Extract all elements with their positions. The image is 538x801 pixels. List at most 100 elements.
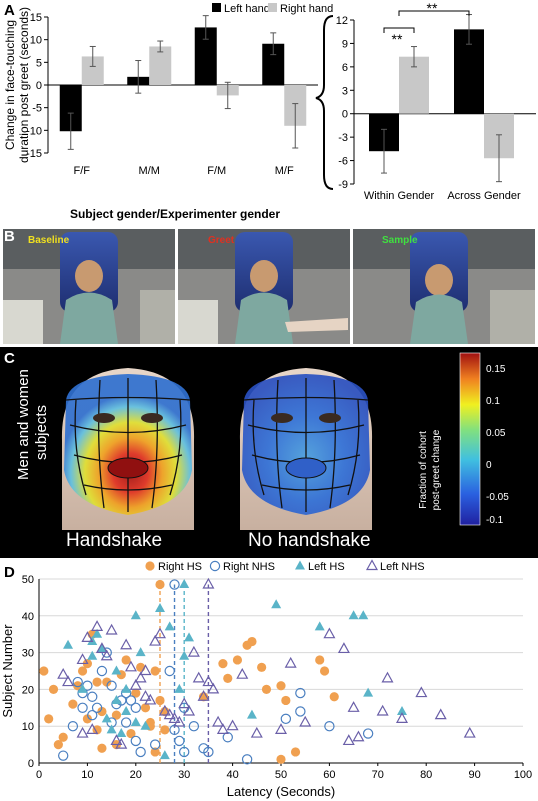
point-right-nhs: [67, 721, 79, 732]
y-tick-label: 40: [22, 611, 34, 623]
y-tick-label: 0: [28, 758, 34, 770]
y-tick-label: 5: [36, 57, 42, 69]
legend-marker-right-nhs: [209, 560, 221, 572]
point-right-hs: [131, 688, 141, 698]
x-tick-label: 90: [468, 769, 480, 781]
point-left-nhs: [347, 701, 360, 712]
point-right-hs: [102, 677, 112, 687]
significance-bracket: [383, 27, 415, 33]
point-left-nhs: [115, 737, 128, 749]
point-left-hs: [174, 683, 185, 693]
point-left-nhs: [434, 708, 447, 720]
point-left-nhs: [76, 653, 89, 665]
x-tick-label: 20: [130, 769, 142, 781]
colorbar-title-line2: post-greet change: [431, 429, 442, 510]
point-left-nhs: [158, 704, 171, 716]
point-right-nhs: [58, 750, 69, 761]
x-tick-label: 40: [226, 769, 238, 781]
point-right-hs: [145, 717, 155, 728]
panel-letter-a: A: [4, 2, 15, 19]
point-left-hs: [116, 728, 127, 738]
point-left-nhs: [187, 645, 200, 657]
point-left-nhs: [197, 690, 210, 701]
x-tick-label: Within Gender: [364, 190, 435, 202]
point-right-hs: [68, 699, 78, 709]
point-right-hs: [140, 703, 151, 713]
y-tick-label: 0: [342, 109, 348, 121]
point-left-hs: [140, 720, 151, 730]
legend-label-right-hs: Right HS: [158, 561, 202, 573]
point-left-nhs: [415, 686, 428, 698]
point-left-nhs: [236, 667, 249, 679]
point-left-nhs: [81, 631, 94, 642]
point-left-nhs: [342, 734, 355, 746]
point-left-hs: [121, 705, 132, 715]
point-left-hs: [130, 717, 141, 727]
point-left-nhs: [95, 642, 108, 654]
point-right-hs: [82, 714, 92, 724]
point-left-hs: [121, 683, 132, 693]
point-left-hs: [184, 632, 195, 642]
legend-swatch-left-hand: [212, 3, 221, 12]
y-tick-label: 3: [342, 85, 348, 97]
mean-latency-marker: [155, 579, 165, 590]
legend-label-left-hs: Left HS: [308, 561, 345, 573]
x-tick-label: 10: [81, 769, 93, 781]
x-tick-label: 80: [420, 769, 432, 781]
point-left-nhs: [139, 690, 152, 701]
x-tick-label: 60: [323, 769, 335, 781]
x-tick-label: 30: [178, 769, 190, 781]
legend-swatch-right-hand: [268, 3, 277, 12]
point-right-hs: [48, 684, 59, 695]
bar-right-hand: [81, 56, 104, 85]
point-right-nhs: [130, 702, 141, 714]
legend-label-left-nhs: Left NHS: [380, 561, 425, 573]
mean-latency-marker: [202, 577, 215, 589]
point-right-hs: [319, 666, 330, 676]
y-tick-label: -6: [338, 156, 348, 168]
point-left-nhs: [86, 723, 99, 734]
point-left-nhs: [395, 712, 409, 723]
point-right-nhs: [125, 695, 137, 706]
point-left-nhs: [153, 627, 167, 639]
point-left-nhs: [62, 675, 75, 687]
point-left-hs: [363, 687, 374, 697]
point-left-nhs: [337, 642, 350, 654]
colorbar-tick-4: -0.05: [486, 492, 509, 503]
y-axis-label-line1: Change in face-touching: [3, 20, 17, 150]
colorbar-tick-1: 0.1: [486, 396, 500, 407]
x-tick-label: M/F: [275, 165, 294, 177]
photo-label-baseline: Baseline: [28, 235, 70, 246]
mean-latency-marker: [179, 579, 190, 589]
point-left-nhs: [226, 719, 239, 731]
x-tick-label: 50: [275, 769, 287, 781]
point-left-nhs: [274, 723, 288, 734]
significance-stars: **: [392, 31, 403, 47]
y-tick-label: -15: [26, 148, 42, 160]
point-right-hs: [232, 655, 243, 665]
side-caption-line2: subjects: [33, 405, 50, 460]
point-left-nhs: [139, 664, 152, 676]
photo-baseline: [3, 229, 175, 344]
point-right-hs: [92, 677, 102, 687]
colorbar-title-line1: Fraction of cohort: [418, 431, 429, 509]
y-axis-label: Subject Number: [0, 624, 15, 718]
point-left-hs: [155, 602, 165, 612]
legend-label-right-hand: Right hand: [280, 3, 333, 15]
bar-left-hand: [59, 85, 82, 132]
point-right-hs: [290, 747, 301, 757]
point-right-hs: [276, 681, 286, 691]
point-right-hs: [329, 692, 339, 702]
point-left-hs: [92, 628, 103, 638]
point-left-hs: [111, 694, 122, 704]
point-left-hs: [130, 610, 141, 620]
significance-bracket: [398, 10, 470, 16]
point-left-hs: [63, 639, 74, 649]
point-right-nhs: [96, 665, 108, 677]
point-right-nhs: [130, 735, 141, 747]
point-left-nhs: [163, 708, 176, 720]
mean-latency-marker: [169, 579, 180, 590]
point-right-hs: [247, 636, 257, 647]
y-tick-label: 30: [22, 648, 34, 660]
point-right-hs: [126, 728, 136, 739]
